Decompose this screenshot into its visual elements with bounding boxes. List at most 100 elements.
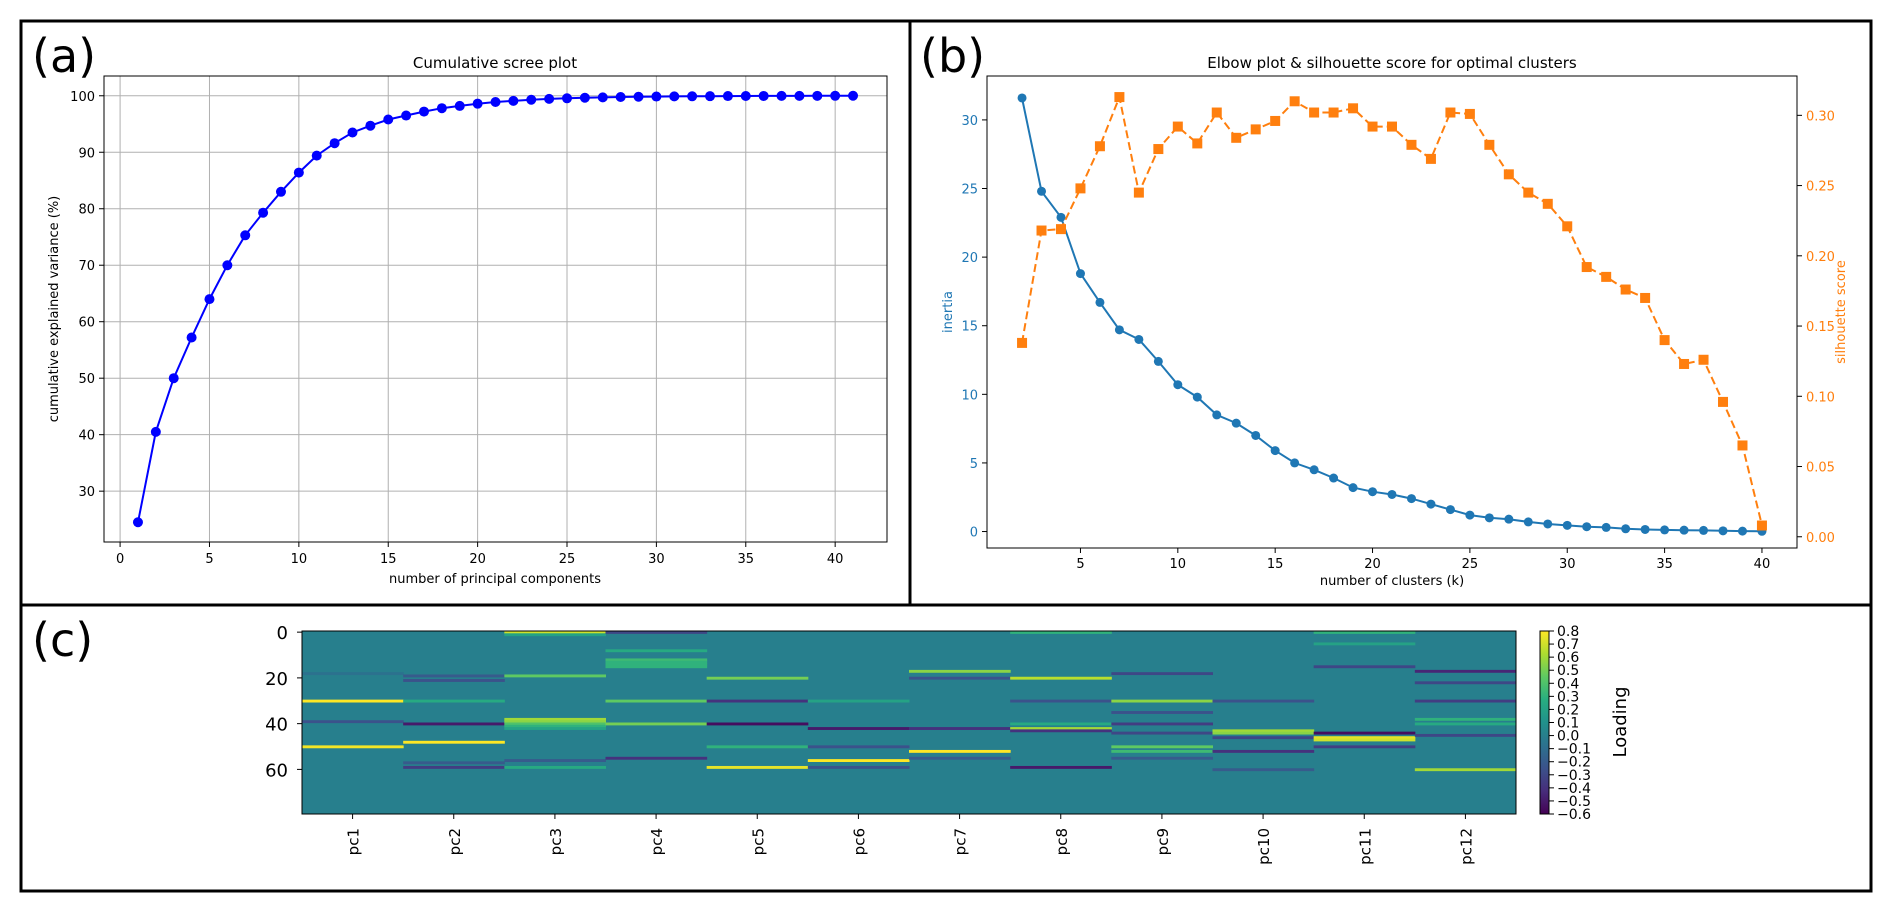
heatmap-cell [504,759,606,762]
colorbar-tick-label: 0.4 [1557,676,1579,692]
silhouette-point [1425,153,1436,164]
heatmap-cell [605,631,708,634]
heatmap-cell [504,720,606,724]
scree-x-tick-label: 0 [116,552,124,567]
heatmap-cell [403,765,505,769]
heatmap-cell [605,658,708,662]
heatmap-cell [1414,669,1517,673]
silhouette-point [1542,198,1553,209]
heatmap-cell [1111,672,1213,676]
scree-y-tick-label: 40 [78,429,95,444]
scree-point [275,186,286,197]
heatmap-cell [1010,765,1112,769]
silhouette-point [1172,121,1183,132]
scree-point [293,167,304,178]
scree-point [758,90,769,101]
heatmap-cell [807,699,910,703]
scree-y-tick-label: 80 [78,203,95,218]
heatmap-cell [605,649,708,653]
elbow-x-tick-label: 5 [1076,557,1084,572]
elbow-x-tick-label: 20 [1364,557,1381,572]
inertia-tick-label: 25 [961,183,978,198]
scree-point [633,91,644,102]
inertia-point [1270,446,1280,456]
silhouette-point [1601,271,1612,282]
heatmap-ticks: 0 20 40 60 pc1 pc2 pc3 pc4 pc5 pc6 pc7 pc8 pc9 pc10 pc… [265,623,1475,865]
heatmap-cell [1212,736,1315,740]
heatmap-cell [1010,631,1112,634]
elbow-data [1017,92,1767,536]
heatmap-cell [605,722,708,726]
inertia-point [1056,212,1066,222]
inertia-point [1660,525,1670,535]
loadings-heatmap: 0 20 40 60 pc1 pc2 pc3 pc4 pc5 pc6 pc7 pc8 pc9 pc10 pc… [265,623,1631,865]
heatmap-cell [1111,731,1213,735]
colorbar-tick-label: −0.4 [1557,781,1591,797]
heatmap-x-tick-label: pc5 [749,828,767,855]
silhouette-point [1211,107,1222,118]
heatmap-cell [706,745,809,749]
silhouette-point [1756,520,1767,531]
heatmap-cell [403,699,505,703]
scree-point [365,120,376,131]
heatmap-x-tick-label: pc6 [850,828,868,855]
silhouette-point [1075,183,1086,194]
heatmap-cell [706,699,809,703]
scree-point [347,127,358,138]
silhouette-point [1718,396,1729,407]
heatmap-x-tick-label: pc11 [1356,828,1374,865]
silhouette-point [1464,108,1475,119]
inertia-point [1601,522,1611,532]
heatmap-cell [1414,681,1517,685]
silhouette-line [1021,93,1763,526]
heatmap-cell [909,756,1011,760]
heatmap-cell [403,740,505,744]
inertia-point [1309,465,1319,475]
inertia-point [1699,525,1709,535]
heatmap-cell [909,676,1011,680]
panel-c-letter: (c) [32,613,93,667]
heatmap-cell [504,631,606,634]
heatmap-cell [504,765,606,769]
scree-x-tick-label: 20 [469,552,486,567]
scree-point [401,110,412,121]
scree-point [186,332,197,343]
heatmap-cell [504,674,606,678]
scree-point [669,91,680,102]
heatmap-cell [403,761,505,765]
silhouette-tick-label: 0.10 [1806,390,1835,405]
colorbar [1539,630,1550,815]
inertia-tick-label: 20 [961,251,978,266]
heatmap-x-tick-label: pc10 [1255,828,1273,865]
scree-y-tick-label: 50 [78,372,95,387]
heatmap-x-tick-label: pc7 [952,828,970,855]
silhouette-point [1640,292,1651,303]
heatmap-cell [1414,717,1517,721]
silhouette-point [1679,358,1690,369]
inertia-point [1621,524,1631,534]
panel-a-letter: (a) [32,29,96,83]
scree-point [508,95,519,106]
inertia-tick-label: 5 [970,457,978,472]
scree-x-tick-label: 25 [559,552,576,567]
scree-point [722,91,733,102]
scree-y-tick-label: 30 [78,485,95,500]
silhouette-tick-label: 0.30 [1806,109,1835,124]
heatmap-cell [403,674,505,678]
elbow-x-tick-label: 30 [1559,557,1576,572]
inertia-point [1465,510,1475,520]
scree-point [168,373,179,384]
heatmap-cell [605,660,708,664]
inertia-point [1075,269,1085,279]
silhouette-point [1659,335,1670,346]
elbow-x-label: number of clusters (k) [1320,574,1464,589]
heatmap-cell [1111,745,1213,749]
scree-point [597,92,608,103]
silhouette-point [1250,124,1261,135]
scree-point [222,260,233,271]
silhouette-point [1055,224,1066,235]
scree-point [472,98,483,109]
heatmap-cell [1212,699,1315,703]
scree-x-tick-label: 5 [205,552,213,567]
heatmap-cell [1111,711,1213,714]
